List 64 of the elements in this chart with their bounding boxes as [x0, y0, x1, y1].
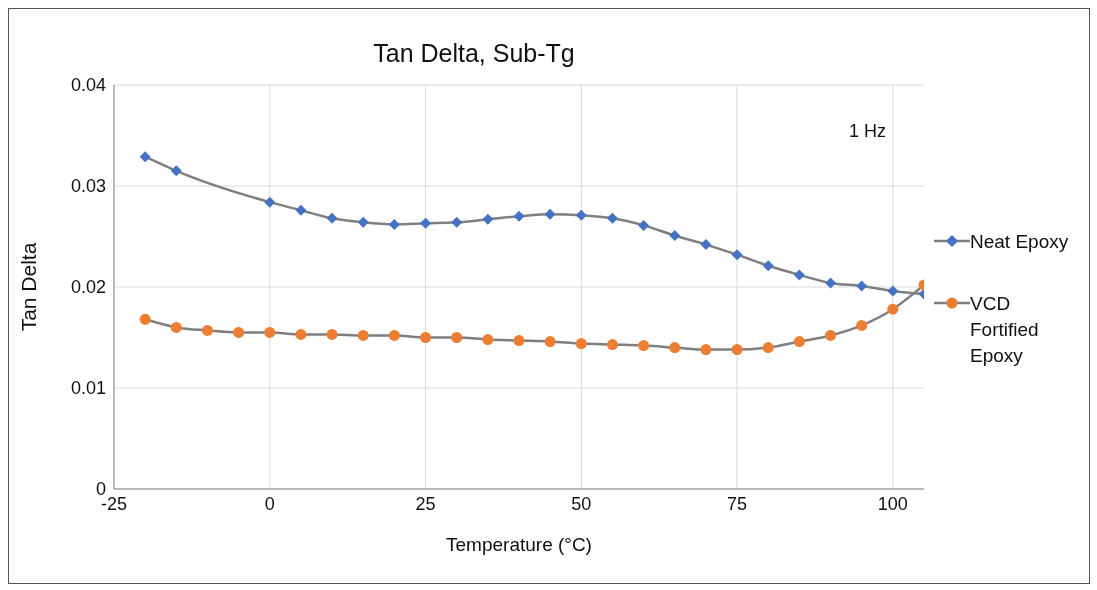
- point: [482, 213, 494, 225]
- point: [264, 196, 276, 208]
- y-tick-label: 0.04: [70, 75, 106, 96]
- point: [544, 208, 556, 220]
- point: [482, 334, 494, 346]
- point: [575, 209, 587, 221]
- x-axis-title: Temperature (°C): [446, 534, 592, 555]
- point: [700, 239, 712, 251]
- point: [264, 326, 276, 338]
- point: [887, 285, 899, 297]
- point: [575, 338, 587, 350]
- point: [638, 219, 650, 231]
- x-tick-label: 25: [415, 493, 436, 514]
- point: [513, 335, 525, 347]
- point: [295, 204, 307, 216]
- point: [451, 332, 463, 343]
- y-tick-label: 0.03: [70, 176, 106, 197]
- point: [388, 218, 400, 230]
- point: [295, 328, 307, 340]
- point: [139, 151, 151, 163]
- point: [233, 326, 245, 338]
- point: [700, 344, 712, 356]
- point: [606, 339, 618, 351]
- x-tick-label: 50: [571, 493, 592, 514]
- point: [544, 336, 556, 348]
- point: [201, 324, 213, 336]
- point: [762, 260, 774, 272]
- y-tick-label: 0.01: [70, 378, 106, 399]
- x-tick-label: 0: [264, 493, 275, 514]
- annotation: 1 Hz: [845, 119, 891, 144]
- x-tick-label: 100: [877, 493, 908, 514]
- point: [669, 342, 681, 354]
- point: [357, 329, 369, 341]
- point: [326, 328, 338, 340]
- x-tick-label: 75: [727, 493, 748, 514]
- point: [825, 277, 837, 289]
- point: [451, 216, 463, 228]
- point: [669, 229, 681, 241]
- point: [825, 329, 837, 341]
- point: [856, 319, 868, 331]
- y-axis-title: Tan Delta: [17, 242, 41, 332]
- point: [606, 212, 618, 224]
- point: [762, 342, 774, 354]
- y-tick-label: 0.02: [70, 277, 106, 298]
- legend-label: Neat Epoxy: [970, 230, 1070, 254]
- point: [139, 313, 151, 325]
- point: [856, 280, 868, 292]
- point: [388, 329, 400, 341]
- point: [638, 340, 650, 352]
- point: [513, 210, 525, 222]
- point: [420, 217, 432, 229]
- point: [326, 212, 338, 224]
- chart-title: Tan Delta, Sub-Tg: [372, 39, 576, 68]
- point: [731, 249, 743, 261]
- y-tick-label: 0: [95, 479, 106, 500]
- point: [887, 303, 899, 315]
- point: [170, 321, 182, 333]
- point: [731, 344, 743, 356]
- point: [420, 332, 432, 343]
- point: [793, 336, 805, 348]
- legend-label: VCD Fortified Epoxy: [970, 292, 1040, 368]
- point: [170, 165, 182, 177]
- point: [793, 269, 805, 281]
- point: [357, 216, 369, 228]
